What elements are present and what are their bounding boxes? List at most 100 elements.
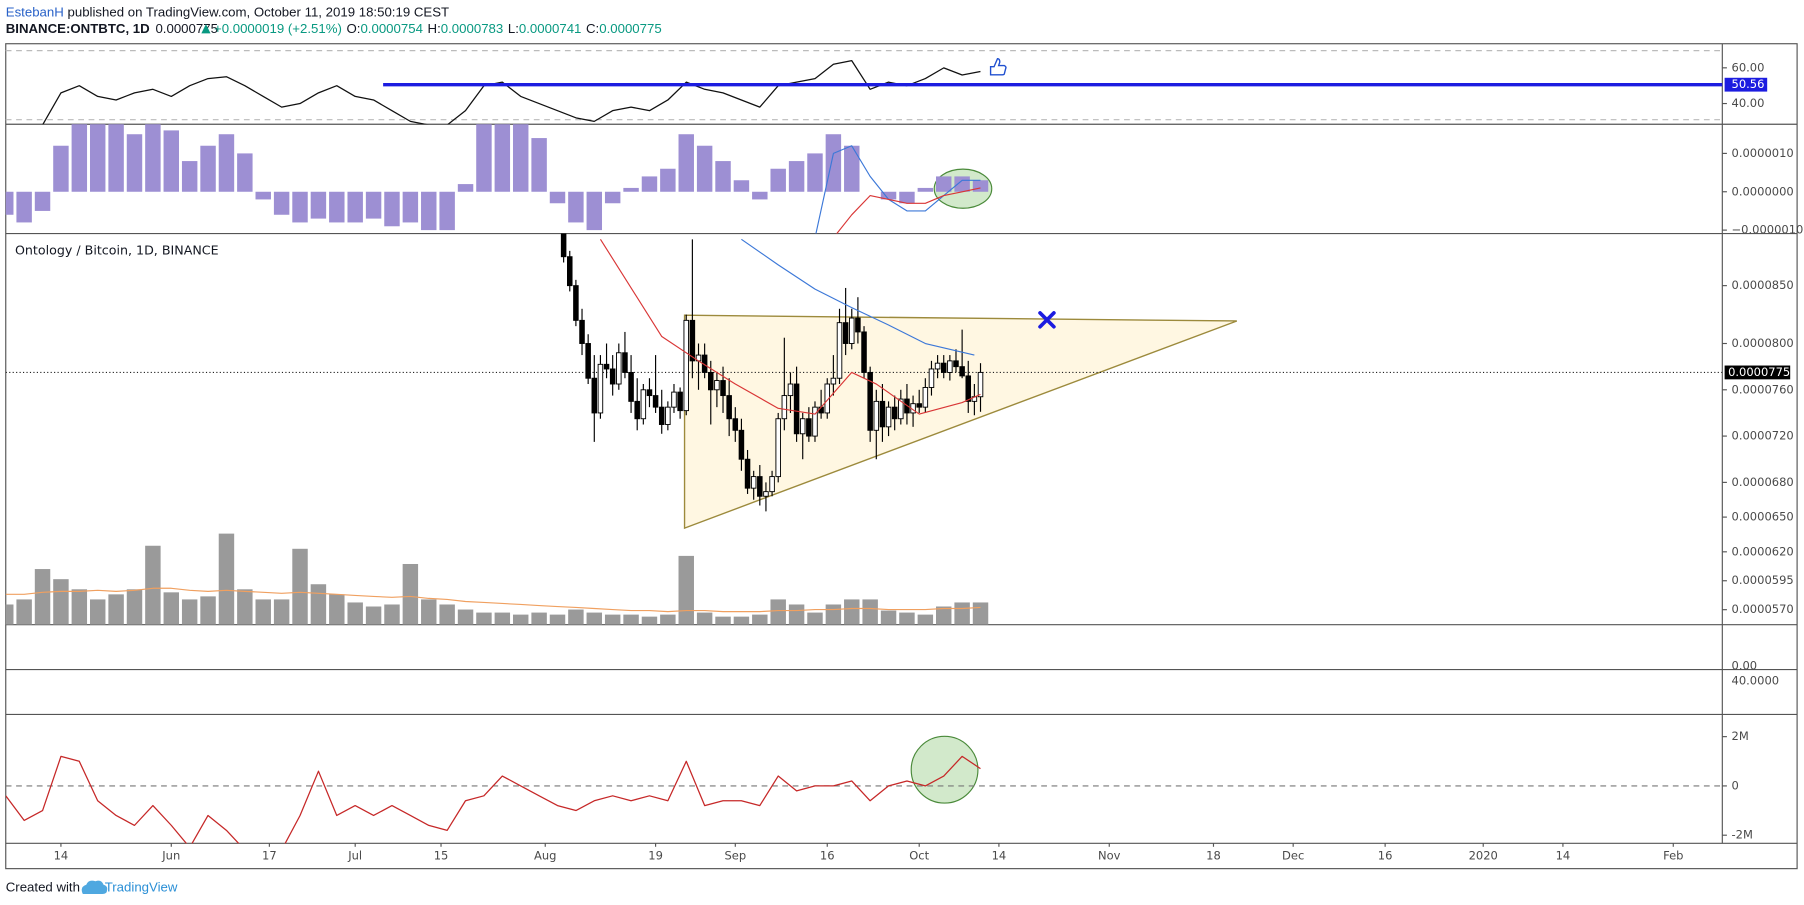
candle-body (891, 406, 898, 420)
author[interactable]: EstebanH (6, 4, 64, 19)
bar (844, 599, 860, 625)
plot-layer: 50.56 60.00 40.00 0.0000010 0.0000000 −0.0000… (5, 60, 1803, 862)
candle-body (726, 395, 732, 420)
bar (954, 602, 970, 625)
bar (200, 145, 216, 192)
y-tick-label: 0.0000000 (1732, 184, 1794, 198)
axis-label: 0.00 (1732, 659, 1758, 673)
bar (623, 187, 639, 192)
footer-brand[interactable]: TradingView (105, 880, 178, 895)
c-value: 0.0000775 (599, 20, 662, 35)
x-tick-label: Sep (724, 848, 746, 862)
bar (917, 614, 934, 625)
bar (402, 191, 419, 223)
bar (89, 124, 106, 192)
bar (512, 124, 529, 192)
bar (531, 612, 547, 625)
candle-body (763, 491, 769, 497)
bar (641, 176, 658, 192)
y-tick-label: 2M (1732, 729, 1749, 743)
bar (402, 563, 419, 625)
bar (788, 604, 805, 625)
bar (457, 609, 474, 625)
bar (770, 168, 786, 192)
x-marker (1038, 311, 1056, 329)
bar (5, 191, 14, 215)
y-tick-label: 0.0000760 (1732, 382, 1794, 396)
last-price-label: 0.0000775 (1728, 365, 1790, 379)
candle-body (879, 400, 886, 428)
candle-body (671, 391, 677, 408)
l-label: L: (508, 20, 519, 35)
bar (384, 604, 400, 625)
ohlc-line: +0.0000019 (+2.51%) O:0.0000754 H:0.000078… (214, 20, 662, 35)
x-tick-label: 17 (262, 848, 277, 862)
bar (329, 191, 345, 223)
bar (660, 168, 676, 192)
bar (586, 191, 603, 231)
candle-body (591, 377, 598, 414)
candle-body (799, 418, 806, 435)
published: published on TradingView.com, October 11… (64, 4, 449, 19)
bar (181, 161, 198, 192)
candle-body (885, 406, 892, 428)
x-tick-label: 14 (1556, 848, 1571, 862)
candle-body (567, 256, 573, 287)
candle-body (658, 406, 665, 425)
bar (218, 134, 235, 192)
candle-body (940, 362, 947, 373)
line-series (815, 145, 981, 234)
x-tick-label: 16 (820, 848, 835, 862)
panel-plot (42, 60, 981, 125)
bar (715, 161, 731, 192)
bar (255, 599, 271, 625)
y-tick-label: 0.0000850 (1732, 278, 1794, 292)
frame (5, 43, 1798, 870)
bar (604, 191, 621, 204)
x-tick-label: Jun (161, 848, 180, 862)
bar (568, 191, 584, 223)
bar (660, 614, 676, 625)
bar (899, 191, 915, 204)
bar (972, 602, 989, 625)
candle-body (855, 317, 861, 333)
candle-body (652, 395, 659, 408)
bar (16, 599, 32, 625)
bar (200, 596, 216, 625)
triangle-drawing[interactable] (683, 314, 1238, 530)
bar (549, 614, 566, 625)
y-tick-label: 0.0000720 (1732, 429, 1794, 443)
bar (899, 612, 915, 625)
candle-body (597, 363, 604, 414)
bar (880, 610, 897, 625)
candle-body (806, 418, 812, 437)
bar (218, 533, 235, 625)
candle-body (824, 383, 831, 414)
x-tick-label: Jul (347, 848, 362, 862)
bar (936, 606, 952, 625)
bar (494, 612, 511, 625)
candle-body (579, 319, 585, 344)
candle-body (750, 476, 757, 489)
rsi-bands (5, 50, 1723, 121)
bar (53, 579, 69, 625)
x-tick-label: Oct (909, 848, 929, 862)
candle-body (603, 363, 610, 370)
bar (512, 614, 529, 625)
candle-body (732, 418, 739, 431)
tradingview-logo[interactable] (81, 880, 108, 894)
panel-plot (5, 755, 1723, 844)
candle-body (714, 380, 720, 391)
bar (439, 604, 455, 625)
bar (678, 555, 694, 625)
bar (16, 191, 32, 223)
bar (862, 599, 878, 625)
bar (71, 124, 88, 192)
bar (439, 191, 455, 231)
bar (89, 599, 106, 625)
bar (421, 191, 437, 231)
candle-body (873, 400, 880, 431)
x-tick-label: 2020 (1469, 848, 1498, 862)
candle-body (928, 368, 935, 388)
bar (733, 616, 750, 625)
